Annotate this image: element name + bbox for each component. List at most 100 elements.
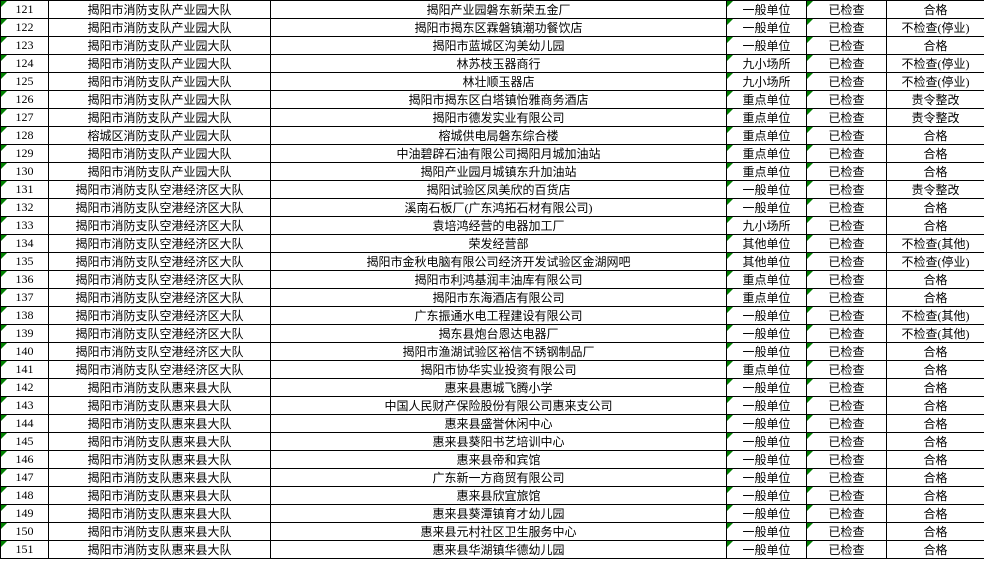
- cell-name: 林壮顺玉器店: [271, 73, 727, 91]
- cell-name: 揭阳试验区凤美欣的百货店: [271, 181, 727, 199]
- cell-check: 已检查: [807, 199, 887, 217]
- cell-result: 合格: [887, 361, 984, 379]
- cell-dept: 揭阳市消防支队空港经济区大队: [49, 271, 271, 289]
- cell-result: 合格: [887, 37, 984, 55]
- table-row: 139揭阳市消防支队空港经济区大队揭东县炮台恩达电器厂一般单位已检查不检查(其他…: [1, 325, 984, 343]
- cell-result: 不检查(其他): [887, 325, 984, 343]
- cell-type: 一般单位: [727, 325, 807, 343]
- table-row: 150揭阳市消防支队惠来县大队惠来县元村社区卫生服务中心一般单位已检查合格: [1, 523, 984, 541]
- cell-num: 136: [1, 271, 49, 289]
- cell-type: 一般单位: [727, 469, 807, 487]
- cell-dept: 揭阳市消防支队产业园大队: [49, 91, 271, 109]
- cell-num: 129: [1, 145, 49, 163]
- cell-name: 惠来县欣宜旅馆: [271, 487, 727, 505]
- cell-type: 一般单位: [727, 397, 807, 415]
- cell-result: 合格: [887, 541, 984, 559]
- cell-num: 124: [1, 55, 49, 73]
- cell-num: 135: [1, 253, 49, 271]
- cell-name: 广东新一方商贸有限公司: [271, 469, 727, 487]
- cell-dept: 揭阳市消防支队惠来县大队: [49, 541, 271, 559]
- cell-check: 已检查: [807, 415, 887, 433]
- cell-type: 其他单位: [727, 235, 807, 253]
- cell-num: 131: [1, 181, 49, 199]
- cell-dept: 揭阳市消防支队惠来县大队: [49, 487, 271, 505]
- cell-check: 已检查: [807, 397, 887, 415]
- cell-type: 重点单位: [727, 289, 807, 307]
- cell-type: 一般单位: [727, 181, 807, 199]
- cell-dept: 揭阳市消防支队惠来县大队: [49, 379, 271, 397]
- cell-name: 惠来县惠城飞腾小学: [271, 379, 727, 397]
- cell-type: 一般单位: [727, 379, 807, 397]
- cell-result: 不检查(停业): [887, 55, 984, 73]
- cell-type: 一般单位: [727, 1, 807, 19]
- cell-result: 不检查(其他): [887, 307, 984, 325]
- table-row: 138揭阳市消防支队空港经济区大队广东振通水电工程建设有限公司一般单位已检查不检…: [1, 307, 984, 325]
- cell-dept: 揭阳市消防支队空港经济区大队: [49, 361, 271, 379]
- cell-num: 133: [1, 217, 49, 235]
- cell-type: 一般单位: [727, 541, 807, 559]
- cell-num: 151: [1, 541, 49, 559]
- cell-dept: 揭阳市消防支队惠来县大队: [49, 451, 271, 469]
- cell-num: 145: [1, 433, 49, 451]
- cell-dept: 揭阳市消防支队产业园大队: [49, 73, 271, 91]
- cell-name: 林苏枝玉器商行: [271, 55, 727, 73]
- cell-num: 149: [1, 505, 49, 523]
- cell-result: 合格: [887, 451, 984, 469]
- cell-dept: 揭阳市消防支队空港经济区大队: [49, 289, 271, 307]
- cell-dept: 揭阳市消防支队产业园大队: [49, 55, 271, 73]
- cell-num: 134: [1, 235, 49, 253]
- cell-num: 147: [1, 469, 49, 487]
- cell-check: 已检查: [807, 505, 887, 523]
- cell-num: 121: [1, 1, 49, 19]
- cell-name: 惠来县华湖镇华德幼儿园: [271, 541, 727, 559]
- cell-num: 150: [1, 523, 49, 541]
- cell-check: 已检查: [807, 307, 887, 325]
- cell-dept: 揭阳市消防支队空港经济区大队: [49, 343, 271, 361]
- cell-num: 127: [1, 109, 49, 127]
- cell-result: 合格: [887, 1, 984, 19]
- cell-type: 重点单位: [727, 127, 807, 145]
- cell-type: 一般单位: [727, 433, 807, 451]
- cell-check: 已检查: [807, 361, 887, 379]
- cell-check: 已检查: [807, 271, 887, 289]
- cell-dept: 揭阳市消防支队惠来县大队: [49, 523, 271, 541]
- cell-dept: 揭阳市消防支队惠来县大队: [49, 397, 271, 415]
- cell-type: 重点单位: [727, 271, 807, 289]
- table-row: 143揭阳市消防支队惠来县大队中国人民财产保险股份有限公司惠来支公司一般单位已检…: [1, 397, 984, 415]
- table-row: 135揭阳市消防支队空港经济区大队揭阳市金秋电脑有限公司经济开发试验区金湖网吧其…: [1, 253, 984, 271]
- cell-result: 合格: [887, 397, 984, 415]
- cell-result: 合格: [887, 271, 984, 289]
- cell-dept: 揭阳市消防支队惠来县大队: [49, 469, 271, 487]
- cell-dept: 揭阳市消防支队惠来县大队: [49, 415, 271, 433]
- cell-num: 137: [1, 289, 49, 307]
- cell-num: 141: [1, 361, 49, 379]
- cell-name: 揭阳市德发实业有限公司: [271, 109, 727, 127]
- table-row: 151揭阳市消防支队惠来县大队惠来县华湖镇华德幼儿园一般单位已检查合格: [1, 541, 984, 559]
- cell-type: 重点单位: [727, 145, 807, 163]
- cell-type: 一般单位: [727, 487, 807, 505]
- table-row: 134揭阳市消防支队空港经济区大队荣发经营部其他单位已检查不检查(其他): [1, 235, 984, 253]
- cell-check: 已检查: [807, 217, 887, 235]
- cell-dept: 揭阳市消防支队空港经济区大队: [49, 181, 271, 199]
- cell-check: 已检查: [807, 487, 887, 505]
- inspection-table: 121揭阳市消防支队产业园大队揭阳产业园磐东新荣五金厂一般单位已检查合格122揭…: [0, 0, 984, 559]
- cell-num: 123: [1, 37, 49, 55]
- cell-name: 揭东县炮台恩达电器厂: [271, 325, 727, 343]
- table-row: 142揭阳市消防支队惠来县大队惠来县惠城飞腾小学一般单位已检查合格: [1, 379, 984, 397]
- cell-name: 揭阳市金秋电脑有限公司经济开发试验区金湖网吧: [271, 253, 727, 271]
- cell-num: 148: [1, 487, 49, 505]
- cell-num: 143: [1, 397, 49, 415]
- cell-result: 责令整改: [887, 109, 984, 127]
- table-row: 128榕城区消防支队产业园大队榕城供电局磐东综合楼重点单位已检查合格: [1, 127, 984, 145]
- cell-type: 一般单位: [727, 505, 807, 523]
- cell-check: 已检查: [807, 163, 887, 181]
- cell-type: 一般单位: [727, 343, 807, 361]
- table-row: 126揭阳市消防支队产业园大队揭阳市揭东区白塔镇怡雅商务酒店重点单位已检查责令整…: [1, 91, 984, 109]
- table-row: 141揭阳市消防支队空港经济区大队揭阳市协华实业投资有限公司重点单位已检查合格: [1, 361, 984, 379]
- table-row: 123揭阳市消防支队产业园大队揭阳市蓝城区沟美幼儿园一般单位已检查合格: [1, 37, 984, 55]
- table-row: 136揭阳市消防支队空港经济区大队揭阳市利鸿基润丰油库有限公司重点单位已检查合格: [1, 271, 984, 289]
- cell-type: 重点单位: [727, 361, 807, 379]
- cell-dept: 揭阳市消防支队产业园大队: [49, 163, 271, 181]
- table-row: 144揭阳市消防支队惠来县大队惠来县盛誉休闲中心一般单位已检查合格: [1, 415, 984, 433]
- cell-check: 已检查: [807, 541, 887, 559]
